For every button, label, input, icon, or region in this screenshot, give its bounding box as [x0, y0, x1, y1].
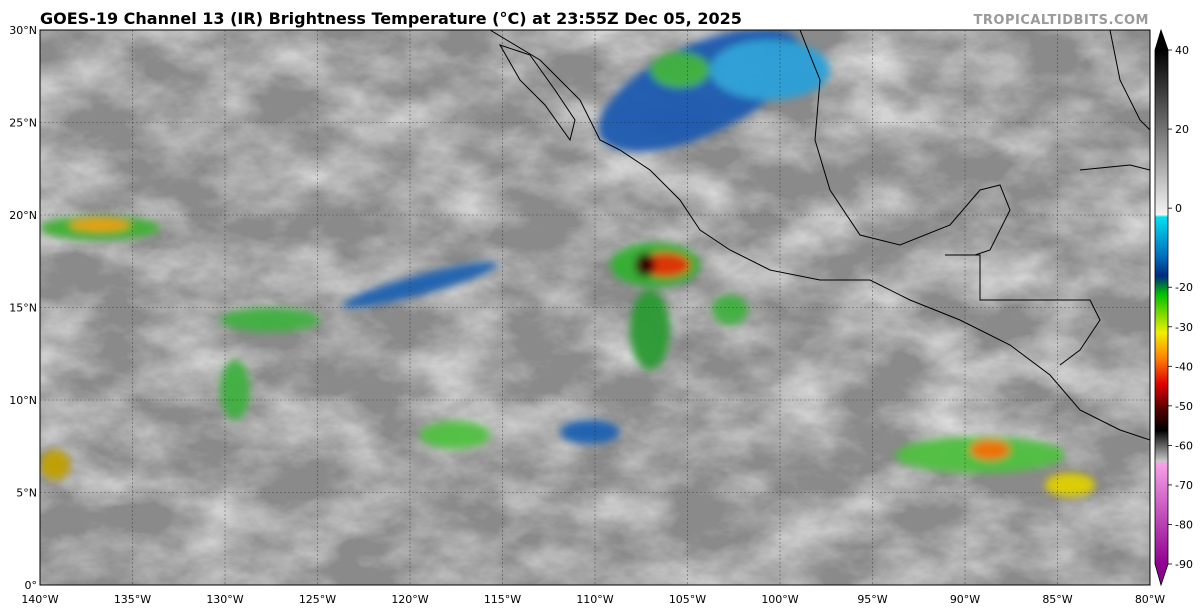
- lon-label: 140°W: [21, 593, 58, 606]
- lon-label: 80°W: [1135, 593, 1165, 606]
- lon-label: 100°W: [761, 593, 798, 606]
- lon-label: 90°W: [950, 593, 980, 606]
- lon-label: 120°W: [391, 593, 428, 606]
- colorbar-tick-label: 20: [1175, 123, 1189, 136]
- map-title: GOES-19 Channel 13 (IR) Brightness Tempe…: [40, 9, 742, 28]
- lon-label: 85°W: [1042, 593, 1072, 606]
- lon-label: 115°W: [484, 593, 521, 606]
- lat-label: 20°N: [9, 209, 37, 222]
- lon-label: 135°W: [114, 593, 151, 606]
- lon-label: 110°W: [576, 593, 613, 606]
- colorbar-tick-label: 0: [1175, 202, 1182, 215]
- colorbar-tick-label: -40: [1175, 360, 1193, 373]
- colorbar-tick-label: -70: [1175, 479, 1193, 492]
- lat-label: 25°N: [9, 117, 37, 130]
- lon-label: 105°W: [669, 593, 706, 606]
- colorbar-tick-label: -50: [1175, 400, 1193, 413]
- colorbar-tick-label: 40: [1175, 44, 1189, 57]
- lon-label: 95°W: [857, 593, 887, 606]
- colorbar-tick-label: -90: [1175, 558, 1193, 571]
- lat-label: 10°N: [9, 394, 37, 407]
- colorbar-tick-label: -30: [1175, 321, 1193, 334]
- colorbar-tick-label: -80: [1175, 518, 1193, 531]
- lat-label: 0°: [25, 579, 38, 592]
- lat-label: 15°N: [9, 302, 37, 315]
- colorbar-tick-label: -20: [1175, 281, 1193, 294]
- colorbar: [1154, 28, 1169, 587]
- lat-label: 30°N: [9, 24, 37, 37]
- lon-label: 130°W: [206, 593, 243, 606]
- lat-label: 5°N: [16, 487, 37, 500]
- lon-label: 125°W: [299, 593, 336, 606]
- credit: TROPICALTIDBITS.COM: [974, 13, 1149, 28]
- colorbar-tick-label: -60: [1175, 439, 1193, 452]
